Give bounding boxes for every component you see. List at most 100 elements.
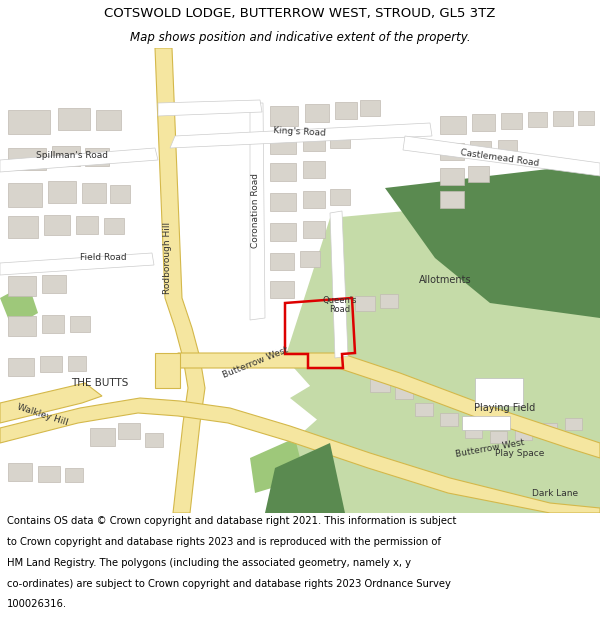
Text: Road: Road <box>329 306 350 314</box>
Bar <box>8 358 34 376</box>
Bar <box>68 356 86 371</box>
Bar <box>515 428 532 440</box>
Bar <box>65 468 83 482</box>
Bar <box>440 413 458 426</box>
Bar <box>52 146 80 166</box>
Polygon shape <box>170 123 432 148</box>
Bar <box>303 161 325 178</box>
Bar <box>90 428 115 446</box>
Text: HM Land Registry. The polygons (including the associated geometry, namely x, y: HM Land Registry. The polygons (includin… <box>7 558 411 568</box>
Bar <box>44 215 70 235</box>
Polygon shape <box>330 211 348 358</box>
Polygon shape <box>173 353 600 458</box>
Bar <box>8 316 36 336</box>
Text: King's Road: King's Road <box>274 126 326 138</box>
Bar <box>76 216 98 234</box>
Text: Queen's: Queen's <box>323 296 357 304</box>
Bar <box>501 113 522 129</box>
Polygon shape <box>0 283 38 328</box>
Bar <box>82 183 106 203</box>
Bar <box>440 116 466 134</box>
Bar <box>8 183 42 207</box>
Bar <box>8 463 32 481</box>
Text: Butterrow West: Butterrow West <box>221 346 289 380</box>
Bar <box>270 163 296 181</box>
Bar <box>330 132 350 148</box>
Bar <box>8 276 36 296</box>
Polygon shape <box>0 148 158 172</box>
Bar <box>498 140 517 155</box>
Bar <box>415 403 433 416</box>
Polygon shape <box>0 383 102 423</box>
Bar <box>270 223 296 241</box>
Bar <box>370 378 390 392</box>
Bar <box>395 386 413 399</box>
Bar <box>462 416 510 430</box>
Text: Field Road: Field Road <box>80 254 127 262</box>
Polygon shape <box>0 253 154 275</box>
Bar <box>472 114 495 131</box>
Text: Map shows position and indicative extent of the property.: Map shows position and indicative extent… <box>130 31 470 44</box>
Polygon shape <box>385 163 600 318</box>
Text: Allotments: Allotments <box>419 275 472 285</box>
Text: Contains OS data © Crown copyright and database right 2021. This information is : Contains OS data © Crown copyright and d… <box>7 516 457 526</box>
Bar <box>38 466 60 482</box>
Bar <box>110 185 130 203</box>
Polygon shape <box>265 443 345 513</box>
Bar <box>40 356 62 372</box>
Text: Playing Field: Playing Field <box>475 403 536 413</box>
Bar <box>465 426 482 438</box>
Bar <box>305 104 329 122</box>
Bar <box>470 141 491 157</box>
Bar <box>330 189 350 205</box>
Polygon shape <box>0 398 600 513</box>
Bar <box>48 181 76 203</box>
Bar <box>70 316 90 332</box>
Bar <box>468 166 489 182</box>
Bar <box>380 294 398 308</box>
Bar <box>8 216 38 238</box>
Bar <box>118 423 140 439</box>
Bar <box>578 111 594 125</box>
Bar <box>475 378 523 406</box>
Text: THE BUTTS: THE BUTTS <box>71 378 128 388</box>
Bar <box>42 315 64 333</box>
Bar <box>85 148 109 166</box>
Bar <box>540 423 557 435</box>
Text: Dark Lane: Dark Lane <box>532 489 578 498</box>
Bar <box>303 221 325 238</box>
Bar <box>270 253 294 270</box>
Polygon shape <box>155 353 180 388</box>
Text: Castlemead Road: Castlemead Road <box>460 148 540 168</box>
Text: Spillman's Road: Spillman's Road <box>36 151 108 159</box>
Bar <box>270 106 298 126</box>
Bar <box>8 110 50 134</box>
Bar <box>440 191 464 208</box>
Bar <box>490 431 507 443</box>
Bar <box>104 218 124 234</box>
Bar <box>335 102 357 119</box>
Text: Rodborough Hill: Rodborough Hill <box>163 222 173 294</box>
Bar <box>58 108 90 130</box>
Bar <box>145 433 163 447</box>
Text: Play Space: Play Space <box>496 449 545 458</box>
Text: Coronation Road: Coronation Road <box>251 173 260 248</box>
Bar <box>303 191 325 208</box>
Bar <box>528 112 547 127</box>
Polygon shape <box>158 100 262 116</box>
Polygon shape <box>250 438 305 493</box>
Polygon shape <box>403 136 600 176</box>
Bar <box>355 296 375 311</box>
Bar <box>42 275 66 293</box>
Text: Walkley Hill: Walkley Hill <box>16 402 68 428</box>
Bar <box>553 111 573 126</box>
Text: to Crown copyright and database rights 2023 and is reproduced with the permissio: to Crown copyright and database rights 2… <box>7 537 441 547</box>
Bar <box>300 251 320 267</box>
Bar <box>565 418 582 430</box>
Bar <box>440 168 464 185</box>
Text: 100026316.: 100026316. <box>7 599 67 609</box>
Bar <box>303 134 325 151</box>
Bar <box>270 193 296 211</box>
Polygon shape <box>285 193 600 513</box>
Polygon shape <box>250 103 265 320</box>
